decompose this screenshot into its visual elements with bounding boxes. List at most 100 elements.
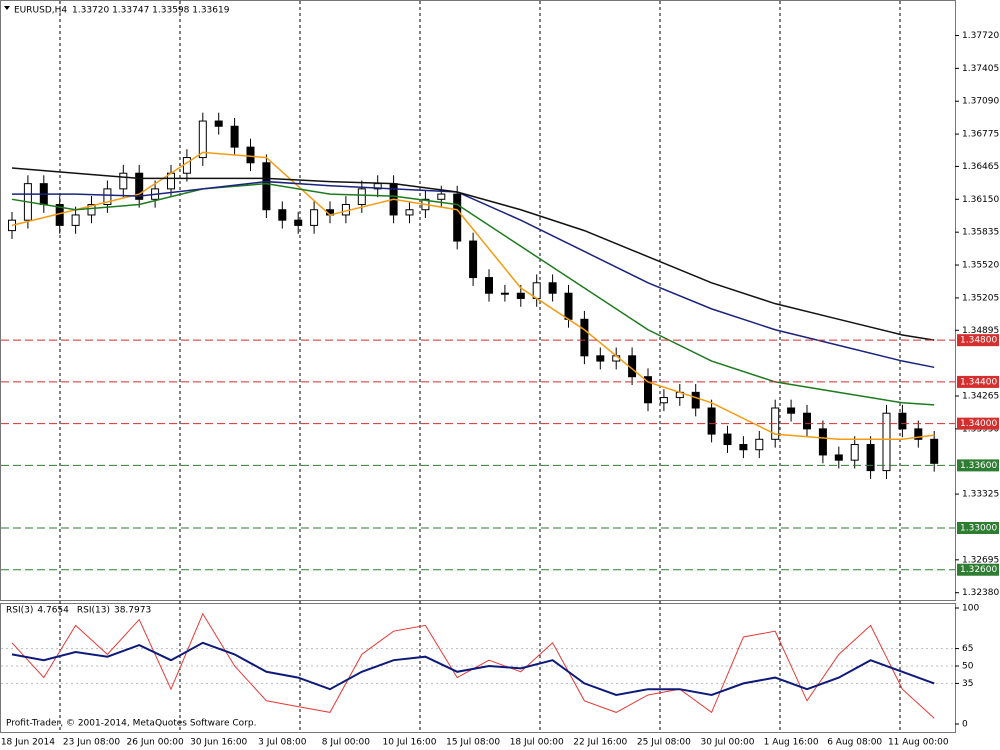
y-tick-label: 1.35520 (962, 261, 999, 271)
candle-body (469, 240, 478, 279)
y-tick-label: 1.37405 (962, 64, 999, 74)
symbol: EURUSD,H4 (14, 6, 67, 16)
y-tick-label: 1.36150 (962, 195, 999, 205)
candle-body (182, 157, 191, 174)
x-tick-label: 3 Jul 08:00 (258, 738, 307, 748)
candle-body (866, 444, 875, 472)
x-tick-label: 18 Jun 2014 (1, 738, 55, 748)
candle-body (405, 209, 414, 216)
candle-body (246, 146, 255, 164)
level-box (957, 459, 999, 472)
x-tick-label: 6 Aug 08:00 (827, 738, 882, 748)
y-tick-label: 0 (962, 719, 968, 729)
legend-value: 38.7973 (114, 606, 151, 616)
x-tick-label: 18 Jul 00:00 (510, 738, 564, 748)
moving-average (11, 182, 935, 406)
moving-average (11, 167, 935, 341)
candle-body (596, 355, 605, 362)
candle-body (930, 438, 939, 464)
legend-name: RSI(3) (6, 606, 33, 616)
candle-body (787, 407, 796, 414)
y-tick-label: 100 (962, 603, 979, 613)
legend-value: 4.7654 (37, 606, 69, 616)
x-tick-label: 30 Jul 00:00 (701, 738, 755, 748)
candle-body (723, 433, 732, 446)
y-tick-label: 1.36465 (962, 162, 999, 172)
x-tick-label: 11 Aug 00:00 (888, 738, 949, 748)
y-tick-label: 1.32695 (962, 555, 999, 565)
rsi-line (11, 641, 935, 697)
candle-body (516, 292, 525, 299)
level-box (957, 522, 999, 534)
y-tick-label: 1.35835 (962, 228, 999, 238)
level-box (957, 563, 999, 576)
candle-body (818, 428, 827, 456)
candle-body (262, 162, 271, 211)
candle-body (803, 412, 811, 430)
x-tick-label: 10 Jul 16:00 (383, 738, 437, 748)
y-tick-label: 1.34895 (962, 326, 999, 336)
candle-body (500, 292, 509, 295)
candle-body (707, 407, 716, 435)
candle-body (198, 120, 207, 159)
level-label: 1.34400 (960, 377, 997, 387)
y-tick-label: 1.32380 (962, 588, 999, 598)
candle-body (691, 391, 700, 409)
y-tick-label: 50 (962, 661, 974, 671)
y-tick-label: 1.33325 (962, 490, 999, 500)
candle-body (882, 412, 891, 472)
candle-body (357, 188, 366, 206)
y-tick-label: 1.36775 (962, 130, 999, 140)
level-label: 1.33600 (960, 461, 997, 471)
candle-body (564, 292, 573, 320)
y-tick-label: 65 (962, 644, 973, 654)
level-box (957, 417, 999, 430)
candle-body (453, 193, 462, 242)
candle-body (914, 428, 923, 440)
candle-body (834, 454, 843, 461)
x-tick-label: 1 Aug 16:00 (764, 738, 819, 748)
candle-body (580, 318, 589, 357)
x-tick-label: 8 Jul 00:00 (322, 738, 371, 748)
candle-body (437, 193, 446, 200)
candle-body (659, 397, 668, 404)
level-label: 1.33000 (960, 524, 997, 534)
candle-body (485, 277, 493, 294)
candle-body (119, 172, 128, 190)
candle-body (214, 120, 223, 127)
candle-body (739, 444, 748, 451)
day-separators (59, 1, 901, 732)
moving-average (12, 180, 935, 369)
candle-body (294, 219, 303, 226)
x-tick-label: 30 Jun 16:00 (190, 738, 247, 748)
candle-body (755, 438, 764, 451)
y-tick-label: 1.37090 (962, 97, 999, 107)
copyright: Profit-Trader, © 2001-2014, MetaQuotes S… (6, 719, 256, 729)
x-tick-label: 25 Jul 08:00 (637, 738, 691, 748)
x-tick-label: 26 Jun 00:00 (127, 738, 184, 748)
quote: 1.33720 1.33747 1.33598 1.33619 (72, 6, 230, 16)
candle-body (230, 125, 239, 148)
level-box (957, 375, 999, 388)
x-tick-label: 23 Jun 08:00 (63, 738, 120, 748)
level-label: 1.34800 (960, 336, 997, 346)
candle-body (850, 444, 859, 461)
candle-body (71, 214, 80, 226)
legend-name: RSI(13) (77, 606, 110, 616)
x-tick-label: 22 Jul 16:00 (573, 738, 627, 748)
main-panel (0, 0, 956, 601)
x-tick-label: 15 Jul 08:00 (446, 738, 500, 748)
candle-body (87, 204, 96, 216)
rsi-panel (0, 603, 956, 733)
moving-average (11, 151, 935, 441)
candle-body (278, 209, 287, 221)
menu-arrow[interactable] (4, 6, 10, 10)
candle-body (310, 209, 319, 226)
candle-body (135, 172, 144, 200)
y-tick-label: 35 (962, 679, 973, 689)
y-tick-label: 1.34265 (962, 392, 999, 402)
level-box (957, 334, 999, 347)
level-label: 1.34000 (960, 419, 997, 429)
